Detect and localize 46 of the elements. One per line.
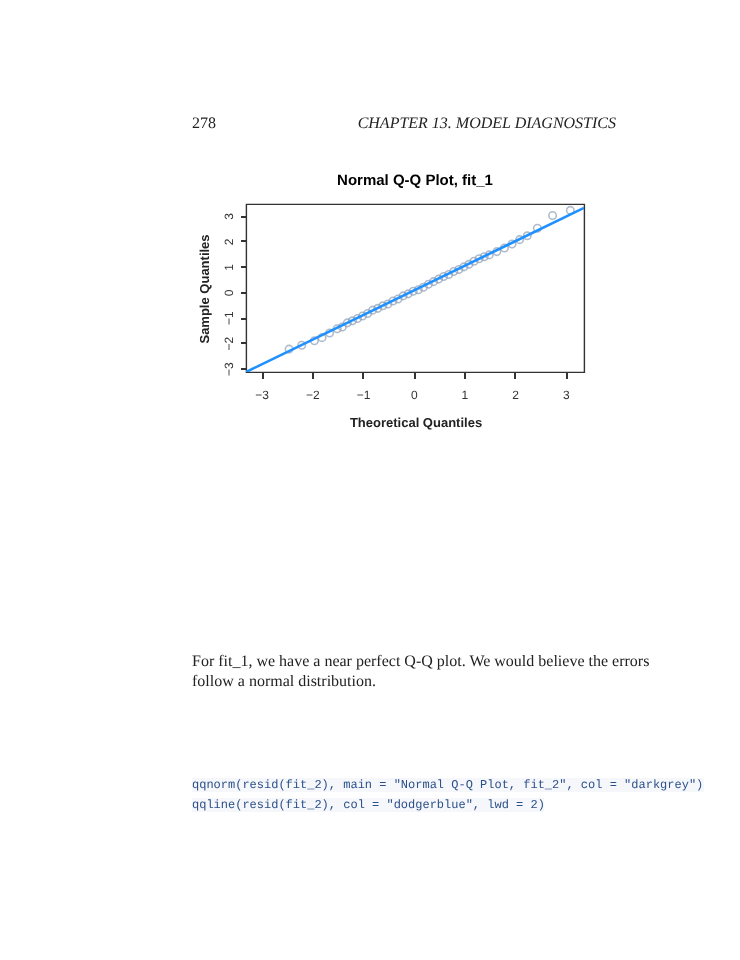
point <box>373 303 383 313</box>
point <box>363 308 373 318</box>
point <box>383 299 393 309</box>
text: CHAPTER 13. MODEL DIAGNOSTICS <box>357 114 616 132</box>
point <box>464 259 474 269</box>
point <box>532 223 542 233</box>
point <box>403 289 413 299</box>
point <box>469 256 479 266</box>
point <box>398 291 408 301</box>
point <box>317 333 327 343</box>
point <box>393 294 403 304</box>
point <box>337 322 347 332</box>
point <box>347 316 357 326</box>
point <box>284 344 294 354</box>
point <box>434 274 444 284</box>
point <box>408 286 418 296</box>
point <box>507 239 517 249</box>
point <box>388 296 398 306</box>
point <box>484 250 494 260</box>
point <box>423 279 433 289</box>
point <box>449 266 459 276</box>
point <box>474 254 484 264</box>
point <box>444 269 454 280</box>
point <box>522 231 532 241</box>
point <box>428 277 439 287</box>
text: 278 <box>192 114 216 132</box>
point <box>499 243 509 253</box>
text: For fit_1, we have a near perfect Q-Q plot. We would believe the errors follow a normal distribution. <box>192 652 652 692</box>
point <box>515 235 525 245</box>
point <box>413 285 423 295</box>
point <box>325 328 335 338</box>
point <box>418 282 428 292</box>
point <box>439 272 449 282</box>
point <box>368 305 378 315</box>
point <box>548 210 558 220</box>
point <box>378 301 388 311</box>
point <box>342 318 352 328</box>
point <box>309 336 319 346</box>
point <box>479 252 489 262</box>
point <box>358 311 368 321</box>
point <box>459 262 469 272</box>
point <box>492 247 502 257</box>
point <box>454 264 464 274</box>
point <box>332 324 342 334</box>
point <box>352 314 363 324</box>
point <box>297 340 307 350</box>
